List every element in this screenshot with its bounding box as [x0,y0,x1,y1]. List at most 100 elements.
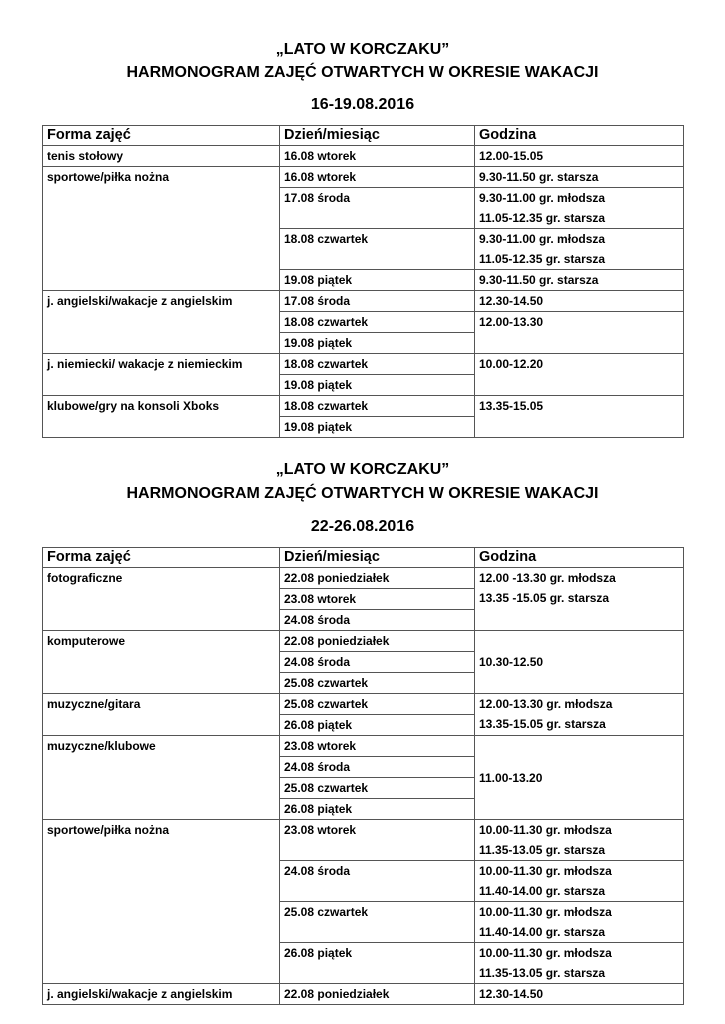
header-row: Forma zajęć Dzień/miesiąc Godzina [42,547,684,568]
time-cell: 9.30-11.00 gr. młodsza 11.05-12.35 gr. st… [474,187,684,229]
day-cell: 22.08 poniedziałek [279,567,475,589]
time-cell: 12.30-14.50 [474,290,684,312]
day-cell: 19.08 piątek [279,332,475,354]
day-cell: 26.08 piątek [279,798,475,820]
activity-cell: j. niemiecki/ wakacje z niemieckim [42,353,280,396]
section-1-title-line-1: „LATO W KORCZAKU” [275,41,450,58]
day-cell: 16.08 wtorek [279,145,475,167]
time-line: 10.00-11.30 gr. młodsza [479,864,612,878]
time-cell: 10.00-11.30 gr. młodsza 11.35-13.05 gr. s… [474,819,684,861]
table-row: 18.08 czwartek 9.30-11.00 gr. młodsza 11.0… [43,228,684,270]
time-line: 11.35-13.05 gr. starsza [479,843,606,857]
time-cell: 9.30-11.50 gr. starsza [474,166,684,188]
time-cell: 12.00-15.05 [474,145,684,167]
table-row: 23.08 wtorek [43,588,684,610]
table-row: tenis stołowy 16.08 wtorek 12.00-15.05 [42,145,684,167]
column-header: Forma zajęć [42,547,280,568]
time-cell: 10.00-11.30 gr. młodsza 11.40-14.00 gr. s… [474,901,684,943]
time-line: 12.00-13.30 gr. młodsza [479,697,613,711]
activity-cell: klubowe/gry na konsoli Xboks [42,395,280,438]
activity-cell: tenis stołowy [42,145,280,167]
time-line: 11.05-12.35 gr. starsza [479,252,606,266]
time-line: 9.30-11.50 gr. starsza [479,273,599,287]
time-line: 13.35-15.05 [479,399,544,413]
section-2-title-line-2: HARMONOGRAM ZAJĘĆ OTWARTYCH W OKRESIE WA… [126,485,599,502]
day-cell: 25.08 czwartek [279,693,475,715]
time-line: 9.30-11.00 gr. młodsza [479,232,606,246]
day-cell: 24.08 środa [279,860,475,902]
table-row: 19.08 piątek [43,416,684,438]
activity-cell: komputerowe [42,630,280,694]
table-row: muzyczne/klubowe 23.08 wtorek 11.00-13.20 [42,735,684,820]
activity-cell: j. angielski/wakacje z angielskim [42,983,280,1005]
time-cell: 12.00-13.30 [474,311,684,354]
section-1-date-range: 16-19.08.2016 [310,96,415,113]
time-cell: 10.00-12.20 [474,353,684,396]
time-cell: 13.35-15.05 [474,395,684,438]
time-line: 13.35 -15.05 gr. starsza [479,591,610,605]
table-row: j. angielski/wakacje z angielskim 17.08 ś… [42,290,684,354]
table-row: 26.08 piątek [43,714,684,736]
day-cell: 16.08 wtorek [279,166,475,188]
table-row: j. angielski/wakacje z angielskim 22.08 p… [42,983,684,1005]
column-header: Godzina [474,547,684,568]
day-cell: 24.08 środa [279,756,475,778]
table-row: sportowe/piłka nożna 16.08 wtorek 9.30-11.… [42,166,684,291]
time-line: 11.05-12.35 gr. starsza [479,211,606,225]
time-line: 12.00-15.05 [479,149,544,163]
day-cell: 19.08 piątek [279,374,475,396]
section-1-title-line-2: HARMONOGRAM ZAJĘĆ OTWARTYCH W OKRESIE WA… [126,64,599,81]
day-cell: 22.08 poniedziałek [279,983,475,1005]
activity-cell: muzyczne/klubowe [42,735,280,820]
table-row: fotograficzne 22.08 poniedziałek 12.00 -13… [42,567,684,631]
day-cell: 17.08 środa [279,290,475,312]
time-line: 10.00-12.20 [479,357,544,371]
table-row: j. niemiecki/ wakacje z niemieckim 18.08 … [42,353,684,396]
activity-cell: sportowe/piłka nożna [42,819,280,984]
time-line: 11.35-13.05 gr. starsza [479,966,606,980]
time-cell: 11.00-13.20 [474,735,684,820]
time-line: 12.00-13.30 [479,315,544,329]
time-line: 11.00-13.20 [479,770,543,785]
header-row: Forma zajęć Dzień/miesiąc Godzina [42,125,684,146]
table-row: 25.08 czwartek [43,672,684,694]
schedule-table-2: Forma zajęć Dzień/miesiąc Godzina fotografi… [42,547,684,1005]
day-cell: 23.08 wtorek [279,735,475,757]
day-cell: 18.08 czwartek [279,228,475,270]
time-cell: 12.00-13.30 gr. młodsza 13.35-15.05 gr. s… [474,693,684,736]
table-row: 19.08 piątek [43,374,684,396]
activity-cell: j. angielski/wakacje z angielskim [42,290,280,354]
table-row: 19.08 piątek 9.30-11.50 gr. starsza [43,269,684,291]
time-line: 10.30-12.50 [479,655,544,669]
table-row: klubowe/gry na konsoli Xboks 18.08 czwart… [42,395,684,438]
time-line: 12.30-14.50 [479,294,544,308]
day-cell: 18.08 czwartek [279,311,475,333]
table-row: 17.08 środa 9.30-11.00 gr. młodsza 11.05-1… [43,187,684,229]
table-row: 18.08 czwartek 12.00-13.30 [43,311,684,354]
section-2-date-range: 22-26.08.2016 [310,518,415,535]
day-cell: 26.08 piątek [279,714,475,736]
table-row: muzyczne/gitara 25.08 czwartek 12.00-13.30… [42,693,684,736]
time-line: 12.00 -13.30 gr. młodsza [479,571,616,585]
time-cell: 9.30-11.50 gr. starsza [474,269,684,291]
time-cell: 10.30-12.50 [474,630,684,694]
time-line: 11.40-14.00 gr. starsza [479,884,606,898]
time-cell: 9.30-11.00 gr. młodsza 11.05-12.35 gr. st… [474,228,684,270]
day-cell: 17.08 środa [279,187,475,229]
activity-cell: fotograficzne [42,567,280,631]
time-cell: 12.00 -13.30 gr. młodsza 13.35 -15.05 gr.… [474,567,684,631]
time-line: 10.00-11.30 gr. młodsza [479,946,612,960]
column-header: Dzień/miesiąc [279,547,475,568]
table-row: 24.08 środa [43,756,684,778]
table-row: 26.08 piątek 10.00-11.30 gr. młodsza 11.35… [43,942,684,984]
day-cell: 23.08 wtorek [279,819,475,861]
time-cell: 10.00-11.30 gr. młodsza 11.40-14.00 gr. s… [474,860,684,902]
activity-cell: sportowe/piłka nożna [42,166,280,291]
time-line: 10.00-11.30 gr. młodsza [479,823,612,837]
column-header: Dzień/miesiąc [279,125,475,146]
time-line: 10.00-11.30 gr. młodsza [479,905,612,919]
table-row: sportowe/piłka nożna 23.08 wtorek 10.00-11… [42,819,684,984]
day-cell: 25.08 czwartek [279,901,475,943]
day-cell: 26.08 piątek [279,942,475,984]
schedule-table-1: Forma zajęć Dzień/miesiąc Godzina tenis sto… [42,125,684,438]
